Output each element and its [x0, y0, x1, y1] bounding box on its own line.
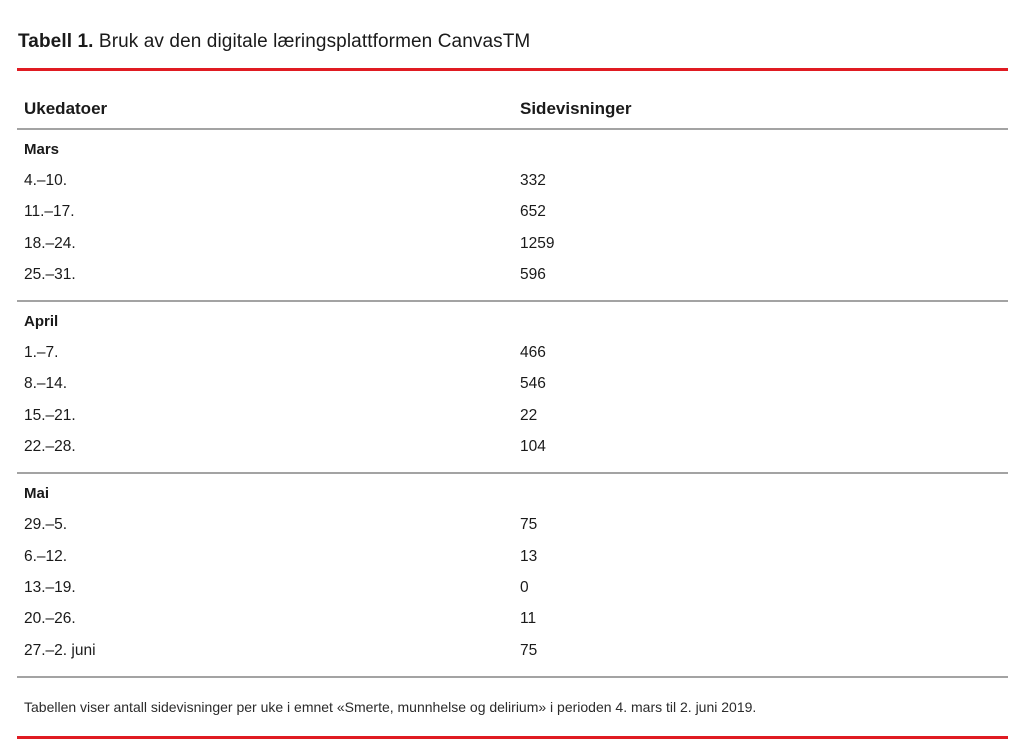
table-row: 18.–24. 1259 [17, 228, 1008, 259]
table-caption: Tabellen viser antall sidevisninger per … [24, 698, 757, 715]
table-row: 29.–5. 75 [17, 509, 1008, 540]
table-section: April 1.–7. 466 8.–14. 546 15.–21. 22 22.–28. 10… [17, 302, 1008, 475]
table-row: 4.–10. 332 [17, 165, 1008, 196]
pageviews-cell: 332 [520, 172, 546, 189]
table-row: 8.–14. 546 [17, 368, 1008, 399]
pageviews-cell: 75 [520, 516, 538, 534]
table-header-row: Ukedatoer Sidevisninger [17, 71, 1008, 130]
table-row: 13.–19. 0 [17, 572, 1008, 603]
column-header-sidevisninger: Sidevisninger [520, 99, 632, 118]
table-section: Mars 4.–10. 332 11.–17. 652 18.–24. 1259 25.–31… [17, 130, 1008, 303]
week-dates-cell: 4.–10. [24, 172, 68, 189]
section-month-label: Mai [24, 485, 50, 503]
table-title-text: Bruk av den digitale læringsplattformen … [98, 31, 531, 52]
table-row: 6.–12. 13 [17, 541, 1008, 572]
week-dates-cell: 29.–5. [24, 516, 68, 534]
week-dates-cell: 27.–2. juni [24, 641, 96, 659]
pageviews-cell: 596 [520, 265, 546, 283]
pageviews-cell: 104 [520, 438, 546, 456]
table-row: 20.–26. 11 [17, 603, 1008, 634]
table-number-label: Tabell 1. [18, 31, 94, 52]
pageviews-cell: 466 [520, 344, 546, 362]
pageviews-cell: 546 [520, 375, 546, 393]
week-dates-cell: 18.–24. [24, 234, 76, 252]
top-red-rule [17, 68, 1008, 71]
pageviews-cell: 75 [520, 641, 538, 659]
week-dates-cell: 13.–19. [24, 578, 76, 596]
week-dates-cell: 6.–12. [24, 547, 68, 565]
table-row: 11.–17. 652 [17, 196, 1008, 227]
pageviews-cell: 11 [520, 610, 537, 628]
pageviews-cell: 0 [520, 578, 529, 596]
table-section: Mai 29.–5. 75 6.–12. 13 13.–19. 0 20.–26. 11 27.–… [17, 474, 1008, 678]
table-row: 25.–31. 596 [17, 259, 1008, 290]
table-row: 1.–7. 466 [17, 337, 1008, 368]
week-dates-cell: 8.–14. [24, 375, 68, 393]
pageviews-cell: 13 [520, 547, 538, 565]
week-dates-cell: 22.–28. [24, 438, 76, 456]
pageviews-cell: 22 [520, 406, 538, 424]
pageviews-cell: 652 [520, 203, 546, 221]
week-dates-cell: 25.–31. [24, 265, 76, 283]
pageviews-cell: 1259 [520, 234, 555, 252]
bottom-red-rule [17, 735, 1008, 739]
column-header-ukedatoer: Ukedatoer [24, 99, 108, 118]
week-dates-cell: 11.–17. [24, 203, 75, 221]
week-dates-cell: 20.–26. [24, 610, 76, 628]
table-title: Tabell 1. Bruk av den digitale læringspl… [17, 31, 1008, 53]
week-dates-cell: 15.–21. [24, 406, 76, 424]
table-row: 27.–2. juni 75 [17, 635, 1008, 666]
table-body: Mars 4.–10. 332 11.–17. 652 18.–24. 1259 25.–31… [17, 130, 1008, 678]
section-month-label: Mars [24, 141, 60, 158]
table-row: 15.–21. 22 [17, 400, 1008, 431]
section-month-label: April [24, 313, 59, 331]
week-dates-cell: 1.–7. [24, 344, 59, 362]
table-row: 22.–28. 104 [17, 431, 1008, 462]
